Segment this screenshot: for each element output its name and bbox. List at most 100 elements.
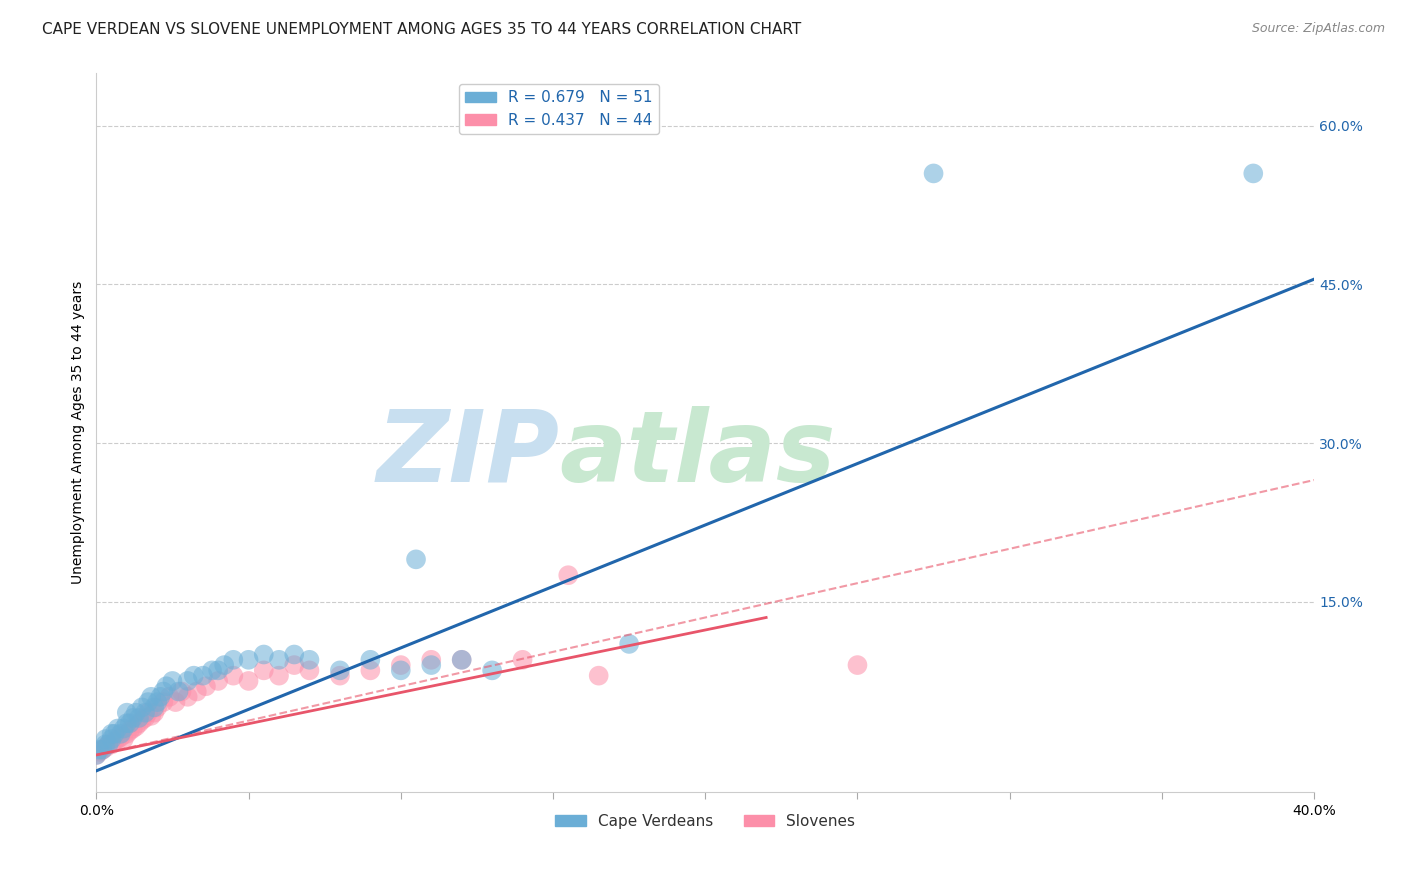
Point bbox=[481, 664, 503, 678]
Point bbox=[389, 664, 412, 678]
Point bbox=[143, 706, 166, 720]
Point bbox=[922, 166, 945, 180]
Point bbox=[149, 690, 172, 704]
Point bbox=[143, 700, 166, 714]
Point bbox=[359, 664, 381, 678]
Point bbox=[131, 713, 153, 727]
Point bbox=[329, 664, 352, 678]
Point bbox=[128, 711, 150, 725]
Text: CAPE VERDEAN VS SLOVENE UNEMPLOYMENT AMONG AGES 35 TO 44 YEARS CORRELATION CHART: CAPE VERDEAN VS SLOVENE UNEMPLOYMENT AMO… bbox=[42, 22, 801, 37]
Point bbox=[115, 716, 138, 731]
Point bbox=[152, 695, 174, 709]
Point bbox=[91, 742, 114, 756]
Point bbox=[207, 664, 229, 678]
Point bbox=[155, 679, 177, 693]
Point bbox=[94, 732, 117, 747]
Point bbox=[222, 653, 245, 667]
Text: ZIP: ZIP bbox=[377, 406, 560, 502]
Point bbox=[89, 742, 111, 756]
Point bbox=[222, 668, 245, 682]
Point bbox=[134, 706, 156, 720]
Point bbox=[100, 732, 122, 747]
Point bbox=[136, 706, 159, 720]
Point bbox=[253, 664, 276, 678]
Point bbox=[107, 732, 129, 747]
Point bbox=[405, 552, 427, 566]
Point bbox=[557, 568, 579, 582]
Point bbox=[122, 722, 145, 736]
Point bbox=[104, 734, 127, 748]
Point bbox=[167, 684, 190, 698]
Point bbox=[191, 668, 214, 682]
Point bbox=[207, 673, 229, 688]
Point bbox=[329, 668, 352, 682]
Point bbox=[283, 658, 305, 673]
Point bbox=[162, 673, 184, 688]
Point bbox=[846, 658, 869, 673]
Point bbox=[186, 684, 208, 698]
Point bbox=[86, 747, 108, 762]
Point bbox=[104, 727, 127, 741]
Point bbox=[450, 653, 472, 667]
Point bbox=[1241, 166, 1264, 180]
Point bbox=[118, 723, 141, 738]
Point bbox=[267, 668, 290, 682]
Point bbox=[115, 706, 138, 720]
Point bbox=[183, 668, 205, 682]
Point bbox=[131, 700, 153, 714]
Y-axis label: Unemployment Among Ages 35 to 44 years: Unemployment Among Ages 35 to 44 years bbox=[72, 281, 86, 584]
Point bbox=[359, 653, 381, 667]
Point bbox=[298, 664, 321, 678]
Point bbox=[146, 695, 169, 709]
Point bbox=[107, 722, 129, 736]
Point bbox=[100, 727, 122, 741]
Point bbox=[94, 740, 117, 755]
Point bbox=[176, 690, 198, 704]
Point bbox=[86, 747, 108, 762]
Point bbox=[267, 653, 290, 667]
Point bbox=[136, 695, 159, 709]
Point bbox=[112, 722, 135, 736]
Point bbox=[91, 742, 114, 756]
Point bbox=[450, 653, 472, 667]
Point bbox=[512, 653, 534, 667]
Text: atlas: atlas bbox=[560, 406, 835, 502]
Point bbox=[134, 711, 156, 725]
Point bbox=[115, 727, 138, 741]
Point bbox=[283, 648, 305, 662]
Point bbox=[152, 684, 174, 698]
Point bbox=[588, 668, 610, 682]
Point bbox=[617, 637, 640, 651]
Point bbox=[176, 673, 198, 688]
Point bbox=[238, 653, 260, 667]
Point bbox=[118, 716, 141, 731]
Point bbox=[94, 738, 117, 752]
Text: Source: ZipAtlas.com: Source: ZipAtlas.com bbox=[1251, 22, 1385, 36]
Point bbox=[128, 716, 150, 731]
Point bbox=[389, 658, 412, 673]
Point bbox=[110, 727, 132, 741]
Point bbox=[165, 695, 187, 709]
Point bbox=[125, 706, 148, 720]
Point bbox=[97, 738, 120, 752]
Point bbox=[146, 700, 169, 714]
Point bbox=[100, 738, 122, 752]
Point bbox=[420, 658, 443, 673]
Point bbox=[157, 690, 180, 704]
Point bbox=[89, 745, 111, 759]
Point bbox=[110, 730, 132, 744]
Point bbox=[141, 709, 163, 723]
Point bbox=[253, 648, 276, 662]
Point bbox=[420, 653, 443, 667]
Legend: Cape Verdeans, Slovenes: Cape Verdeans, Slovenes bbox=[548, 807, 862, 835]
Point bbox=[298, 653, 321, 667]
Point bbox=[170, 684, 193, 698]
Point bbox=[194, 679, 217, 693]
Point bbox=[125, 719, 148, 733]
Point bbox=[212, 658, 235, 673]
Point bbox=[97, 738, 120, 752]
Point bbox=[112, 732, 135, 747]
Point bbox=[122, 711, 145, 725]
Point bbox=[201, 664, 224, 678]
Point bbox=[141, 690, 163, 704]
